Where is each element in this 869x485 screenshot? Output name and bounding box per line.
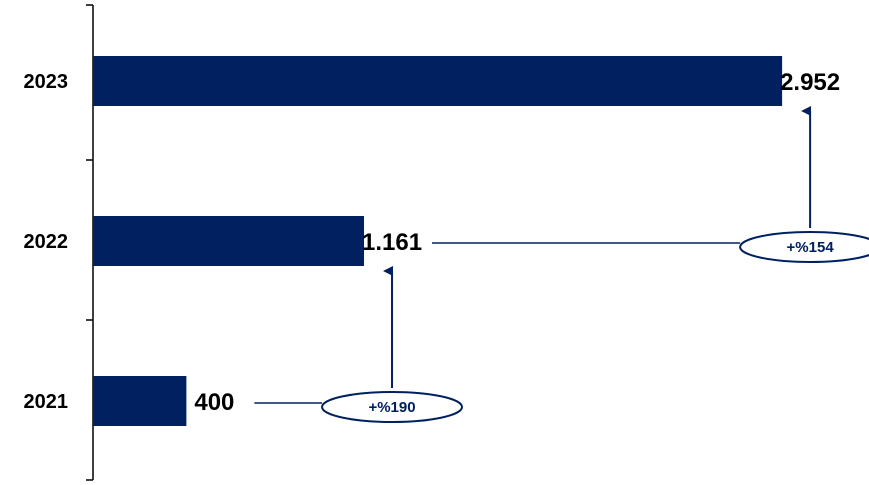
category-labels: 2023 2022 2021	[24, 71, 69, 413]
value-labels: 2.952 1.161 400	[194, 69, 840, 416]
growth-badge	[321, 391, 464, 423]
growth-annotation-2022-2023: +%154	[432, 106, 869, 263]
bar-2022	[93, 216, 365, 266]
bar-2021	[93, 376, 187, 426]
category-label-2021: 2021	[24, 391, 69, 413]
category-label-2023: 2023	[24, 71, 69, 93]
growth-annotations: +%190 +%154	[254, 106, 869, 423]
value-label-2022: 1.161	[362, 229, 422, 256]
growth-annotation-2021-2022: +%190	[254, 266, 464, 423]
value-label-2023: 2.952	[780, 69, 840, 96]
bar-2023	[93, 56, 783, 106]
bars	[93, 56, 783, 426]
y-axis	[86, 4, 94, 481]
growth-badge-label: +%190	[368, 399, 415, 416]
growth-badge	[739, 231, 869, 263]
value-label-2021: 400	[194, 389, 234, 416]
growth-badge-label: +%154	[787, 239, 835, 256]
category-label-2022: 2022	[24, 231, 69, 253]
